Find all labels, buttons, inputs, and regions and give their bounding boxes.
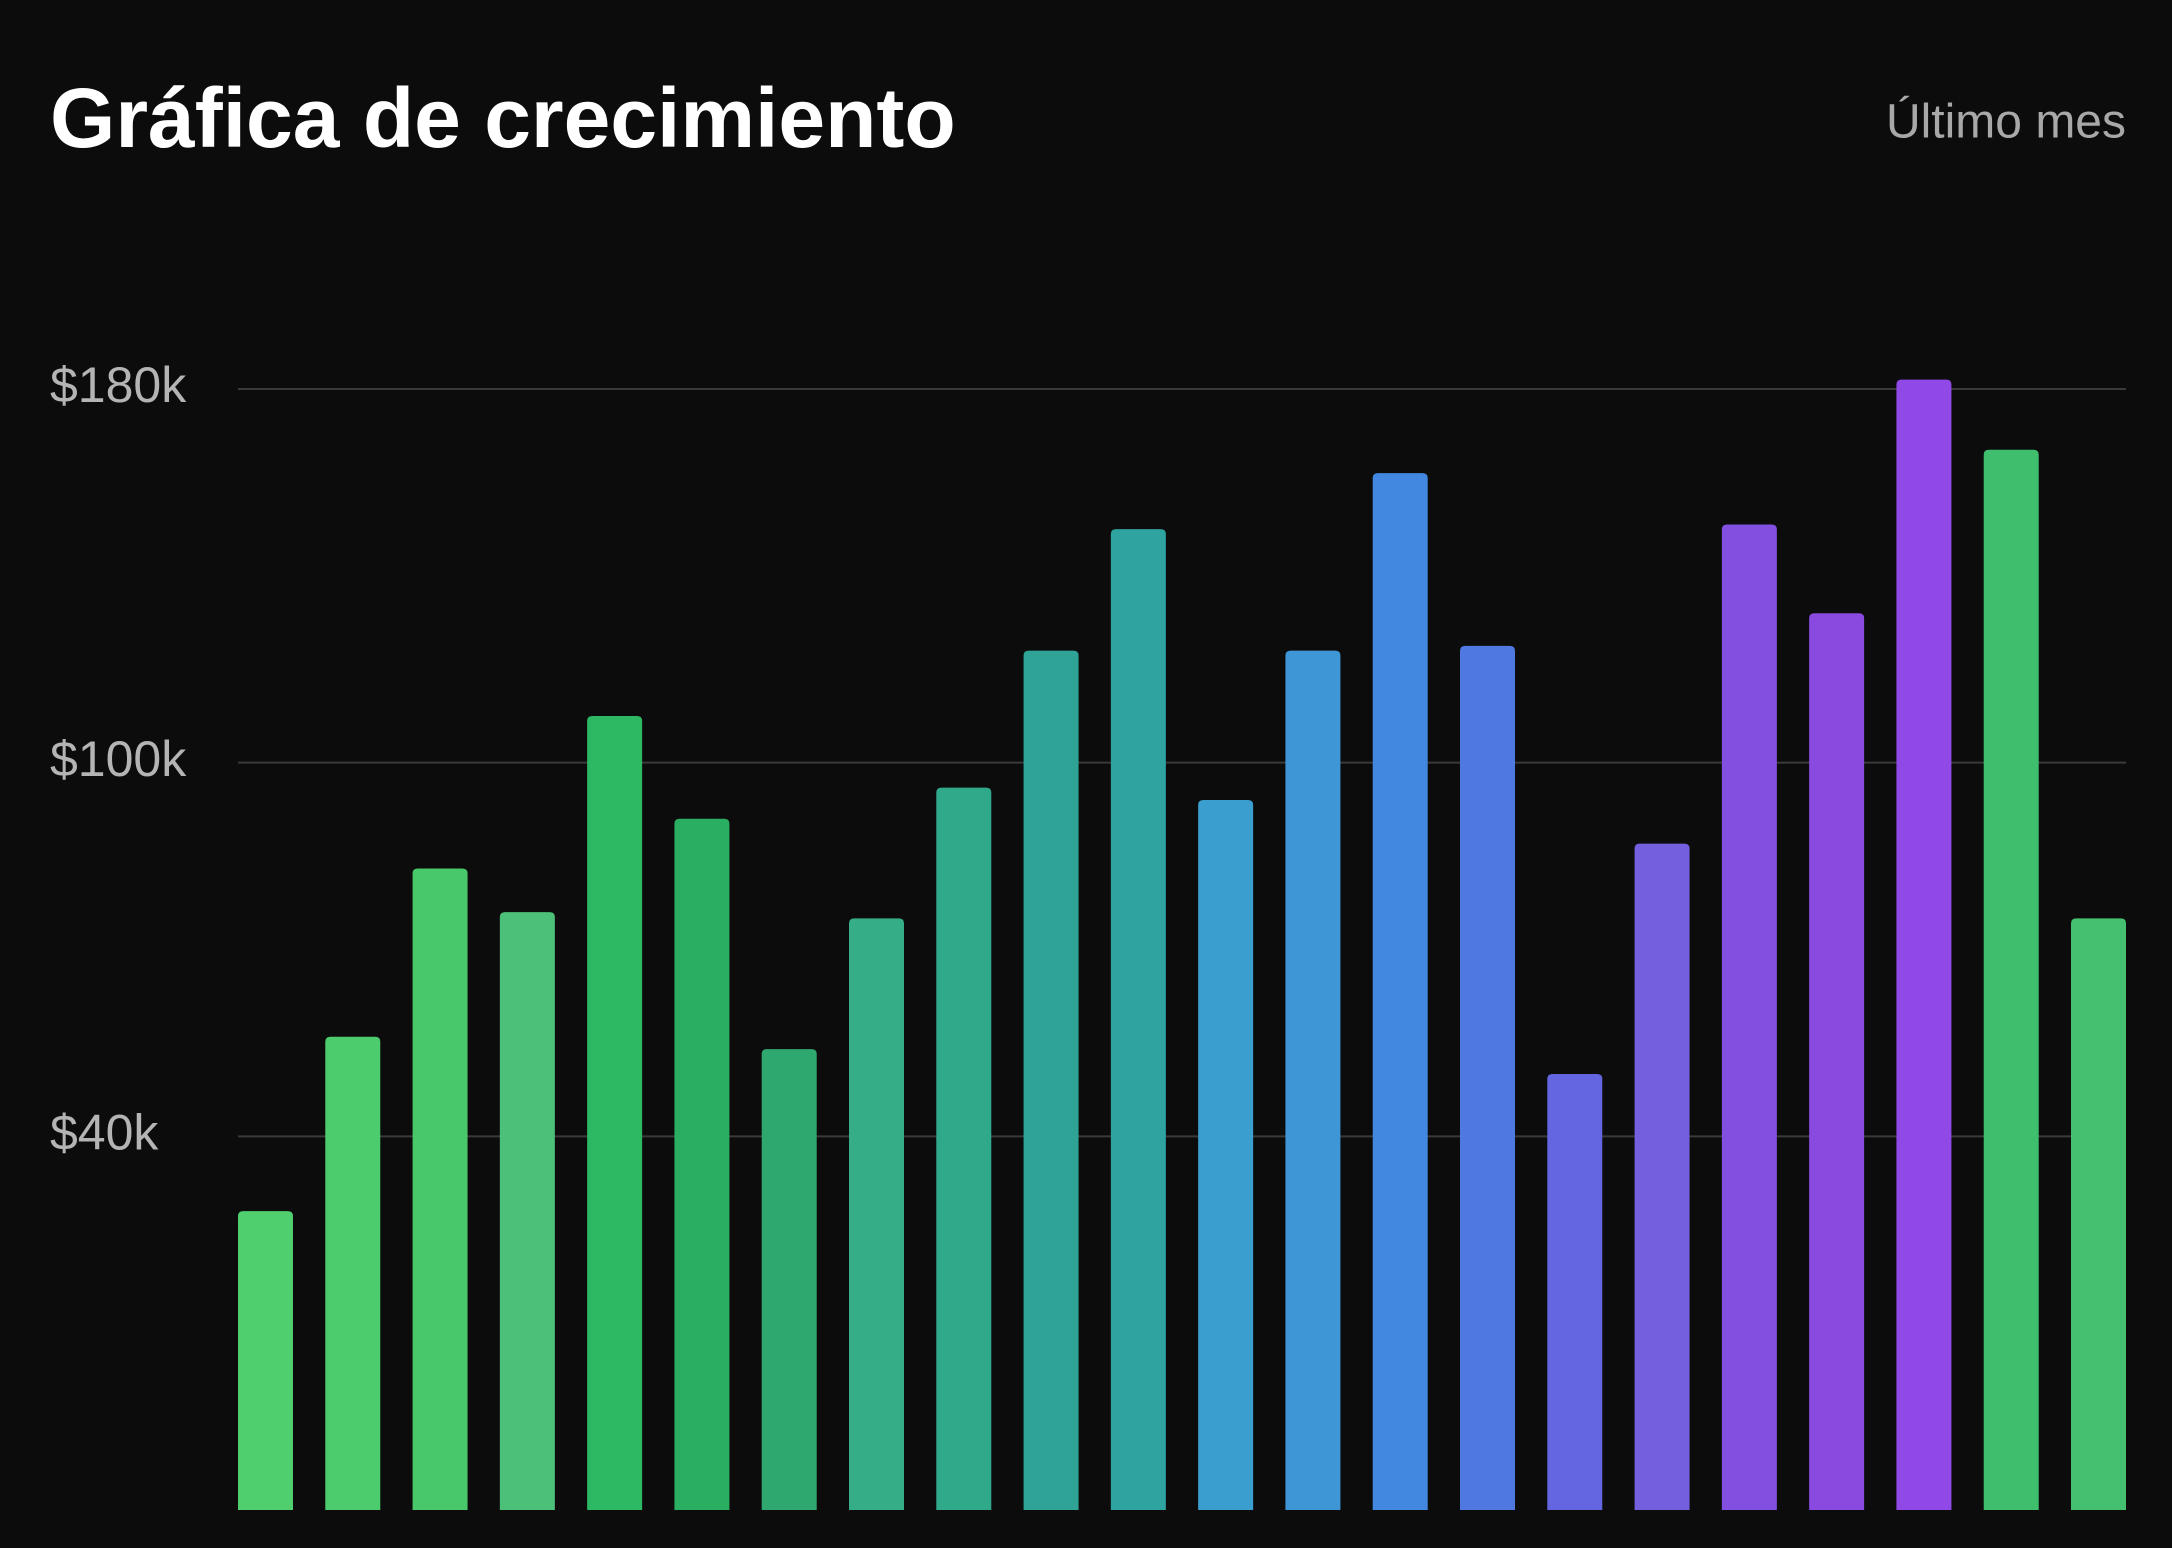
bar <box>849 918 904 1510</box>
bar <box>1896 379 1952 1510</box>
bar <box>1285 650 1341 1510</box>
bar <box>238 1211 293 1510</box>
bar <box>1372 473 1428 1511</box>
bar <box>761 1049 817 1510</box>
bar <box>1809 613 1865 1510</box>
bar <box>1460 645 1515 1510</box>
bar <box>1023 650 1079 1510</box>
chart-subtitle: Último mes <box>1886 95 2126 149</box>
bar <box>936 787 992 1510</box>
bar <box>325 1036 381 1510</box>
bar <box>1983 449 2039 1510</box>
bar <box>1110 529 1166 1510</box>
bar <box>1547 1074 1603 1510</box>
bar <box>1721 524 1777 1510</box>
bar <box>674 818 730 1510</box>
bar <box>587 715 643 1510</box>
y-tick-label: $40k <box>50 1105 159 1161</box>
bar <box>1634 843 1690 1510</box>
bar <box>499 912 555 1510</box>
bar <box>412 868 468 1510</box>
chart-title: Gráfica de crecimiento <box>50 71 956 165</box>
bar <box>1198 800 1254 1510</box>
y-tick-label: $180k <box>50 357 187 413</box>
y-tick-label: $100k <box>50 731 187 787</box>
bar <box>2071 918 2126 1510</box>
